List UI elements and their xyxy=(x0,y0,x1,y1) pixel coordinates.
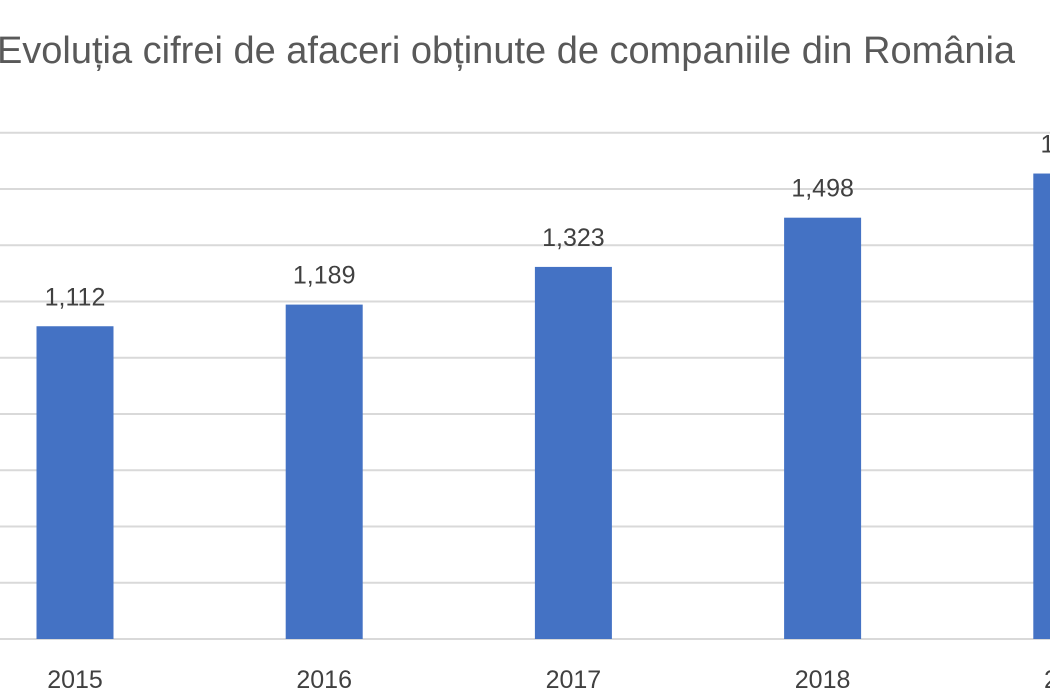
chart-title: Evoluția cifrei de afaceri obținute de c… xyxy=(0,30,1016,72)
x-axis-tick-labels: 2015 2016 2017 2018 2019 xyxy=(47,666,1050,694)
x-tick-label-2018: 2018 xyxy=(795,666,851,694)
bar-2015 xyxy=(36,326,114,639)
bar-2019 xyxy=(1033,173,1050,639)
gridlines xyxy=(0,131,1050,640)
bar-2017 xyxy=(534,266,612,639)
data-label-2017: 1,323 xyxy=(542,224,605,252)
x-tick-label-2016: 2016 xyxy=(296,666,352,694)
bar-2018 xyxy=(784,217,862,639)
data-labels: 1,112 1,189 1,323 1,498 1,655 xyxy=(45,131,1050,312)
data-label-2016: 1,189 xyxy=(293,262,356,290)
data-label-2015: 1,112 xyxy=(45,283,106,311)
bar-2016 xyxy=(285,304,363,639)
x-tick-label-2019: 2019 xyxy=(1044,666,1050,694)
x-tick-label-2015: 2015 xyxy=(47,666,103,694)
bars xyxy=(36,173,1050,639)
data-label-2018: 1,498 xyxy=(791,175,854,203)
x-tick-label-2017: 2017 xyxy=(546,666,602,694)
data-label-2019: 1,655 xyxy=(1041,131,1050,159)
